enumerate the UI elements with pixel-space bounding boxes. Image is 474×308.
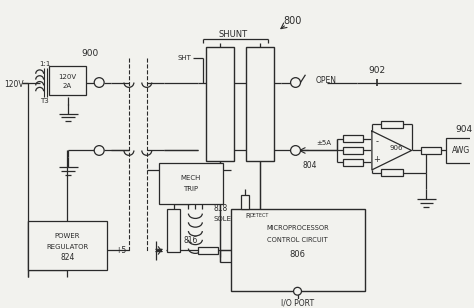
Bar: [231, 209, 365, 291]
Circle shape: [293, 287, 301, 295]
Bar: [246, 47, 273, 161]
Text: T3: T3: [40, 98, 49, 104]
Text: T1: T1: [255, 56, 264, 65]
Text: 120V: 120V: [58, 74, 76, 80]
Bar: [381, 169, 402, 176]
Circle shape: [291, 78, 301, 87]
Text: CONTROL CIRCUIT: CONTROL CIRCUIT: [267, 237, 328, 243]
Text: 904: 904: [456, 125, 473, 134]
Text: T2: T2: [216, 56, 225, 65]
Bar: [421, 147, 441, 154]
Text: ±5A: ±5A: [316, 140, 331, 146]
Text: 804: 804: [302, 160, 317, 169]
Text: 816: 816: [183, 236, 198, 245]
Text: 1:1: 1:1: [39, 61, 50, 67]
Circle shape: [94, 78, 104, 87]
Bar: [167, 209, 181, 252]
Text: SHT: SHT: [178, 55, 191, 61]
Text: AWG: AWG: [452, 146, 470, 155]
Text: +: +: [374, 155, 380, 164]
Text: -: -: [375, 137, 378, 146]
Bar: [198, 247, 218, 254]
Text: I/O PORT: I/O PORT: [281, 299, 314, 308]
Text: 900: 900: [82, 49, 99, 58]
Text: +5: +5: [115, 246, 126, 255]
Text: 2A: 2A: [63, 83, 72, 89]
Bar: [343, 136, 363, 142]
Text: SHUNT: SHUNT: [219, 30, 247, 39]
Text: 806: 806: [290, 250, 306, 259]
Bar: [343, 159, 363, 165]
Bar: [159, 163, 223, 204]
Bar: [206, 47, 234, 161]
Text: 120V: 120V: [4, 80, 24, 89]
Bar: [447, 138, 474, 163]
Text: REGULATOR: REGULATOR: [46, 244, 89, 249]
Text: MICROPROCESSOR: MICROPROCESSOR: [266, 225, 329, 231]
Text: OPEN: OPEN: [315, 76, 337, 85]
Circle shape: [291, 146, 301, 155]
Bar: [49, 66, 86, 95]
Bar: [28, 221, 107, 270]
Text: TRIP: TRIP: [183, 186, 198, 192]
Text: SOLENOID: SOLENOID: [213, 217, 249, 222]
Text: 902: 902: [368, 66, 385, 75]
Text: DETECT: DETECT: [250, 213, 269, 218]
Text: 800: 800: [283, 16, 302, 26]
Bar: [241, 195, 249, 209]
Bar: [381, 121, 402, 128]
Text: MECH: MECH: [180, 175, 201, 181]
Text: 906: 906: [390, 144, 403, 151]
Bar: [343, 147, 363, 154]
Text: 818: 818: [213, 204, 228, 213]
Circle shape: [94, 146, 104, 155]
Text: POWER: POWER: [55, 233, 80, 239]
Text: R: R: [245, 213, 250, 218]
Text: 824: 824: [60, 253, 74, 262]
Polygon shape: [372, 131, 411, 170]
